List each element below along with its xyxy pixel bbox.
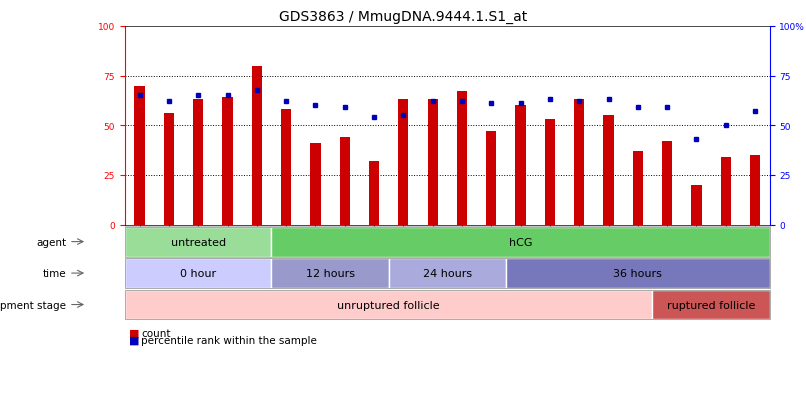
Bar xyxy=(516,106,526,225)
Bar xyxy=(281,110,291,225)
Bar xyxy=(721,158,731,225)
Bar xyxy=(692,185,701,225)
Bar xyxy=(574,100,584,225)
Text: 36 hours: 36 hours xyxy=(613,268,663,278)
Bar xyxy=(310,144,321,225)
Text: unruptured follicle: unruptured follicle xyxy=(338,300,440,310)
Bar xyxy=(427,100,438,225)
Bar xyxy=(369,161,379,225)
Bar xyxy=(135,86,145,225)
Text: 24 hours: 24 hours xyxy=(423,268,472,278)
Bar xyxy=(662,142,672,225)
Bar xyxy=(457,92,467,225)
Bar xyxy=(750,156,760,225)
Bar xyxy=(633,152,643,225)
Text: ■: ■ xyxy=(129,328,139,338)
Bar xyxy=(222,98,233,225)
Text: ruptured follicle: ruptured follicle xyxy=(667,300,755,310)
Text: ■: ■ xyxy=(129,335,139,345)
Text: GDS3863 / MmugDNA.9444.1.S1_at: GDS3863 / MmugDNA.9444.1.S1_at xyxy=(279,10,527,24)
Text: 0 hour: 0 hour xyxy=(180,268,216,278)
Text: untreated: untreated xyxy=(171,237,226,247)
Text: development stage: development stage xyxy=(0,300,66,310)
Text: 12 hours: 12 hours xyxy=(305,268,355,278)
Text: hCG: hCG xyxy=(509,237,532,247)
Bar xyxy=(486,132,496,225)
Text: time: time xyxy=(43,268,66,278)
Bar xyxy=(164,114,174,225)
Bar xyxy=(339,138,350,225)
Text: agent: agent xyxy=(36,237,66,247)
Text: percentile rank within the sample: percentile rank within the sample xyxy=(141,335,317,345)
Text: count: count xyxy=(141,328,171,338)
Bar xyxy=(398,100,409,225)
Bar xyxy=(604,116,613,225)
Bar xyxy=(251,66,262,225)
Bar xyxy=(193,100,203,225)
Bar xyxy=(545,120,555,225)
